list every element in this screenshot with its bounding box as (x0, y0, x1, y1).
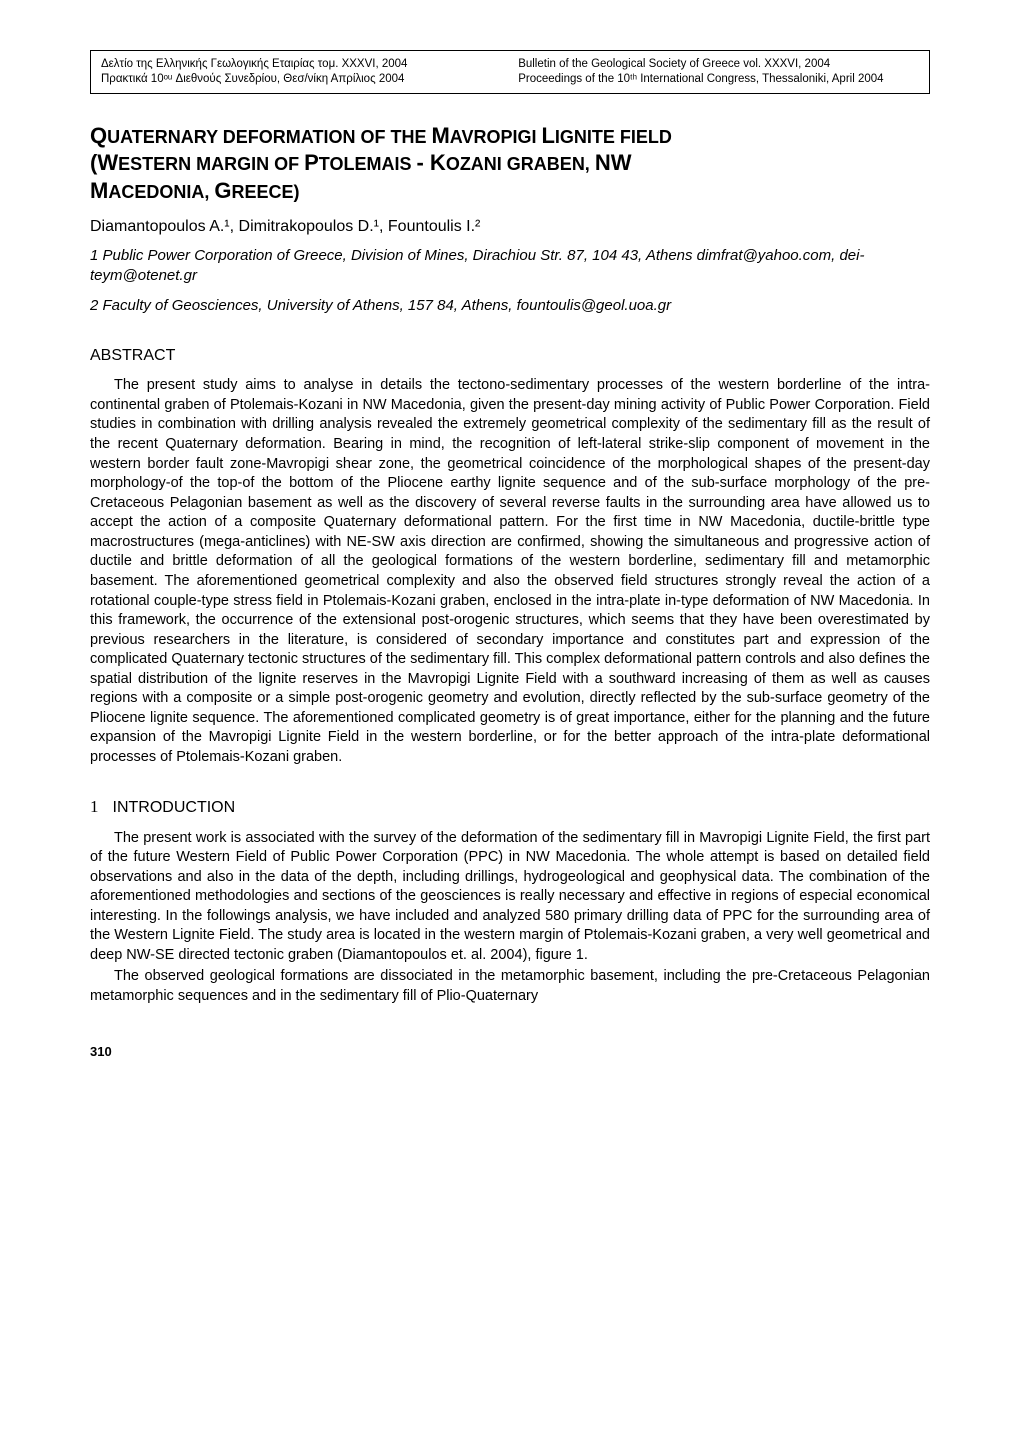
citation-left-line2: Πρακτικά 10ᵒᵘ Διεθνούς Συνεδρίου, Θεσ/νί… (101, 72, 502, 87)
citation-right-line1: Bulletin of the Geological Society of Gr… (518, 57, 919, 72)
affiliation-2: 2 Faculty of Geosciences, University of … (90, 296, 930, 316)
introduction-heading: 1 INTRODUCTION (90, 796, 930, 819)
affiliation-1: 1 Public Power Corporation of Greece, Di… (90, 246, 930, 287)
section-number: 1 (90, 797, 99, 816)
citation-right: Bulletin of the Geological Society of Gr… (518, 57, 919, 87)
citation-right-line2: Proceedings of the 10ᵗʰ International Co… (518, 72, 919, 87)
abstract-body: The present study aims to analyse in det… (90, 376, 930, 767)
paper-title: QUATERNARY DEFORMATION OF THE MAVROPIGI … (90, 122, 930, 205)
authors-line: Diamantopoulos A.¹, Dimitrakopoulos D.¹,… (90, 216, 930, 238)
abstract-heading: ABSTRACT (90, 345, 930, 367)
citation-left: Δελτίο της Ελληνικής Γεωλογικής Εταιρίας… (101, 57, 502, 87)
intro-paragraph-2: The observed geological formations are d… (90, 967, 930, 1006)
intro-paragraph-1: The present work is associated with the … (90, 829, 930, 966)
citation-box: Δελτίο της Ελληνικής Γεωλογικής Εταιρίας… (90, 50, 930, 94)
citation-left-line1: Δελτίο της Ελληνικής Γεωλογικής Εταιρίας… (101, 57, 502, 72)
page-number: 310 (90, 1043, 930, 1061)
section-title: INTRODUCTION (113, 799, 236, 816)
